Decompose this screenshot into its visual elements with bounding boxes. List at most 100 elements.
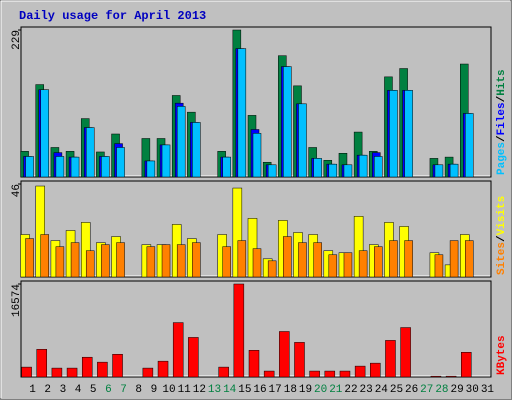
bar [85,127,95,178]
x-tick-label: 16 [253,384,266,396]
bar [313,158,322,178]
bar [97,361,108,378]
chart-title: Daily usage for April 2013 [19,9,206,23]
bar [70,242,80,278]
bar [267,260,277,278]
legend-separator: / [496,235,508,242]
bar [343,252,353,278]
legend-separator: / [496,95,508,102]
x-tick-label: 27 [420,384,433,396]
x-tick-label: 13 [208,384,221,396]
bar [343,164,353,178]
x-tick-label: 21 [329,384,343,396]
bar [172,322,184,378]
bar [81,356,93,378]
x-tick-label: 18 [284,384,297,396]
bar [434,254,444,278]
bar [25,156,34,178]
bar [40,234,49,278]
bar [233,283,245,378]
bar [294,342,305,378]
x-tick-label: 14 [223,384,237,396]
y-tick-label: 229 [11,30,23,50]
bar [237,48,247,178]
bar [176,106,186,178]
x-tick-label: 8 [135,384,142,396]
bar [389,90,398,178]
bar [283,66,292,178]
bar [248,350,260,378]
bar [116,147,125,178]
bar [55,156,65,178]
x-tick-label: 11 [178,384,192,396]
bar [51,367,63,378]
legend-entry: KBytes [496,335,508,375]
legend: Pages/Files/Hits [496,69,508,175]
bar [112,353,123,378]
legend-separator: / [496,135,508,142]
bar [222,156,231,178]
x-tick-label: 3 [60,384,67,396]
bar [40,89,49,178]
x-tick-label: 28 [435,384,448,396]
bar [370,362,381,378]
x-tick-label: 12 [193,384,206,396]
y-tick-label: 46 [11,184,23,197]
legend-entry: Sites [496,242,508,275]
bar [237,240,247,278]
bar [449,240,459,278]
x-tick-label: 20 [314,384,327,396]
bar [146,246,156,278]
x-tick-label: 6 [105,384,112,396]
legend: KBytes [496,335,508,375]
bar [232,187,243,278]
bar [298,242,307,278]
bar [404,240,413,278]
bar [430,375,442,378]
bar [80,222,91,278]
x-tick-label: 29 [450,384,463,396]
x-tick-label: 5 [90,384,97,396]
bar [449,163,459,178]
bar [358,154,368,178]
bar [400,327,411,378]
legend-entry: Files [496,102,508,135]
x-tick-label: 4 [75,384,82,396]
x-tick-label: 2 [44,384,51,396]
bar [298,103,307,178]
bar [218,366,229,378]
bar [465,240,474,278]
bar [222,246,231,278]
bar [21,366,32,378]
bar [279,331,290,378]
x-tick-label: 17 [269,384,282,396]
x-tick-label: 31 [481,384,495,396]
legend-entry: Hits [496,69,508,95]
bar [465,113,474,178]
bar [328,163,338,178]
y-tick-label: 16574 [11,284,23,317]
bar [404,90,413,178]
bar [339,370,351,378]
bar [389,240,398,278]
x-tick-label: 1 [29,384,36,396]
bar [283,236,292,278]
bar [66,367,78,378]
bar [313,242,322,278]
x-tick-label: 10 [162,384,175,396]
bar [324,370,336,378]
bar [25,238,34,278]
bar [35,185,45,278]
bar [146,160,156,178]
bar [55,246,65,278]
x-tick-label: 23 [360,384,373,396]
bar [434,164,444,178]
legend-entry: Pages [496,142,508,175]
x-tick-label: 19 [299,384,312,396]
x-tick-label: 30 [466,384,479,396]
x-tick-label: 7 [120,384,127,396]
x-tick-label: 25 [390,384,403,396]
bar [328,254,338,278]
